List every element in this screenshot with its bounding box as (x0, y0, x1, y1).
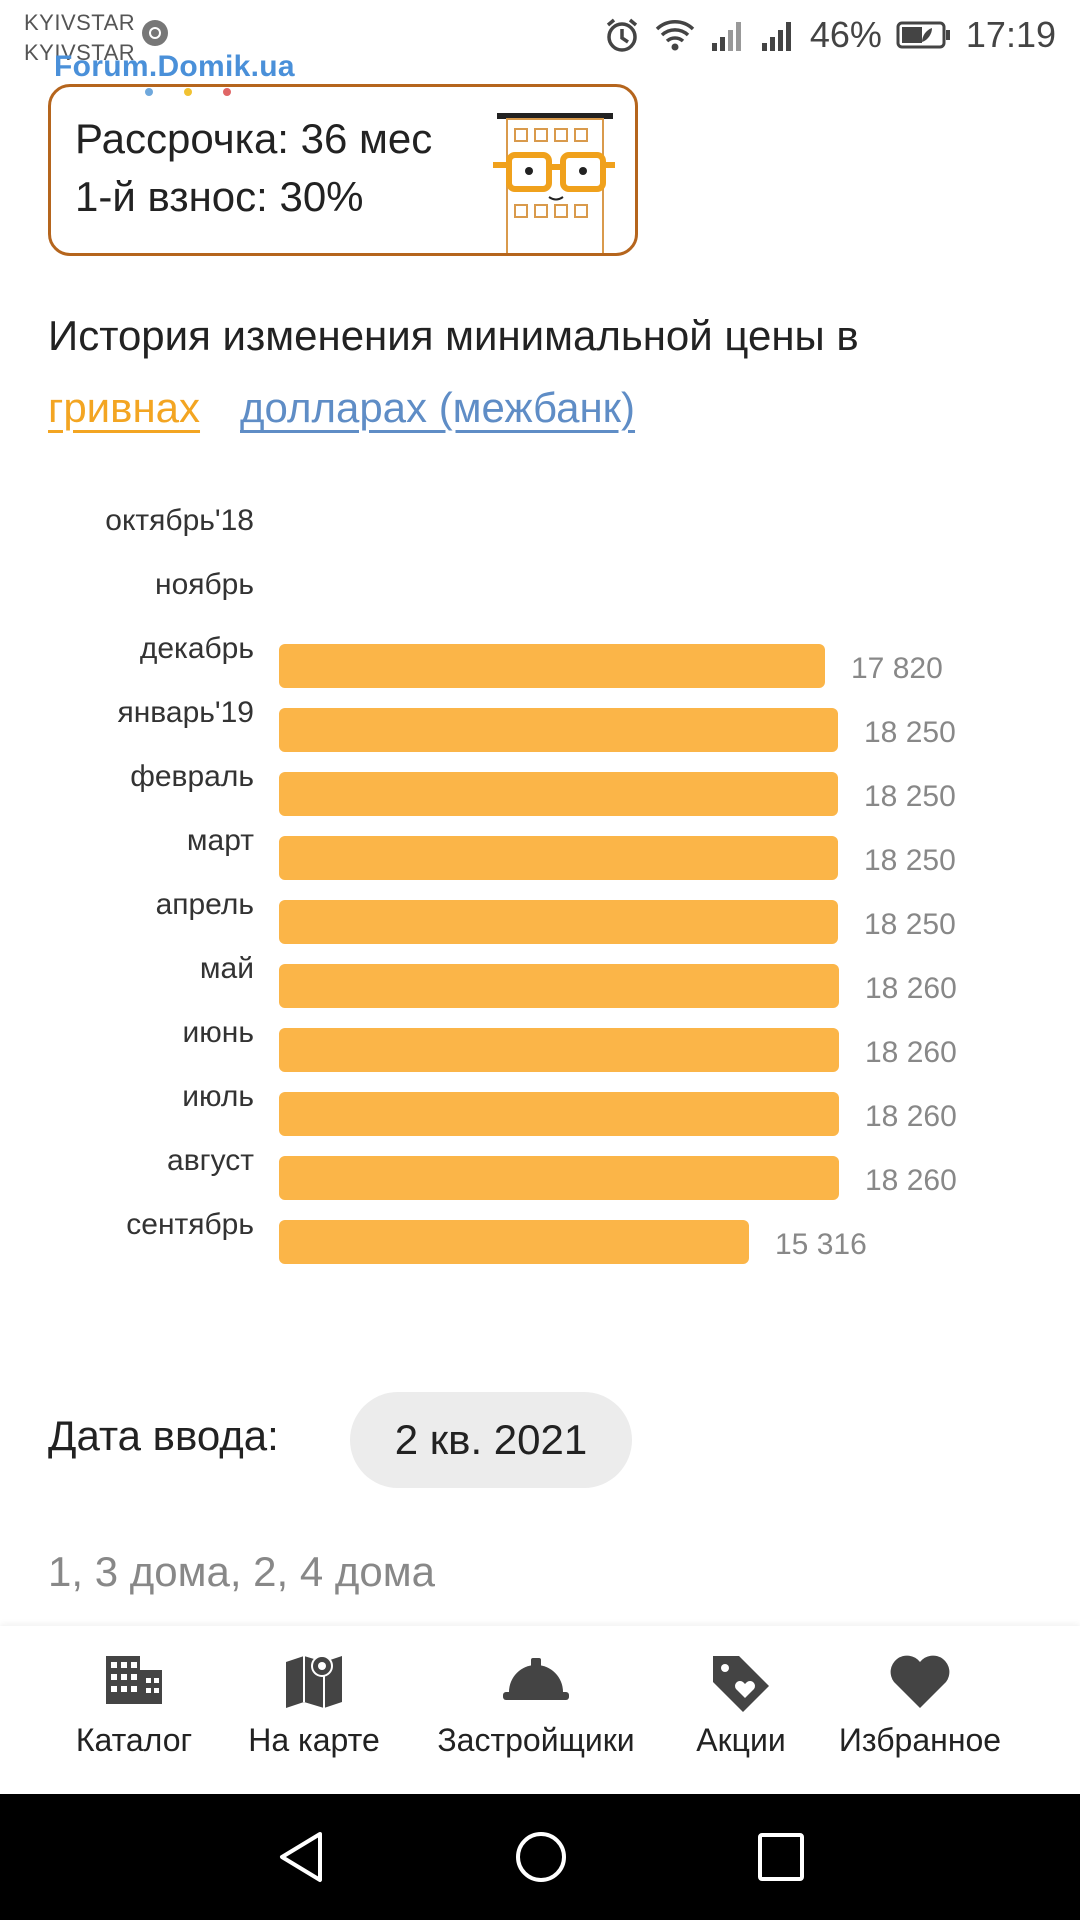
price-history-chart: октябрь'18 ноябрь декабрь 17 820 январь'19 18… (0, 496, 1080, 1276)
chart-value-label: 18 260 (865, 1100, 957, 1133)
chart-category-label: июнь (182, 1016, 254, 1049)
installment-term: Рассрочка: 36 мес (75, 115, 433, 162)
map-pin-icon (284, 1652, 344, 1717)
status-bar: KYIVSTAR KYIVSTAR 46% 17:19 (0, 0, 1080, 72)
bottom-navigation: Каталог На карте Застройщики Акции Избра… (0, 1626, 1080, 1794)
chart-value-label: 18 250 (864, 908, 956, 941)
houses-info: 1, 3 дома, 2, 4 дома (48, 1548, 435, 1595)
watermark-dot (145, 88, 153, 96)
chart-bar (279, 1092, 839, 1136)
building-with-glasses-icon (491, 107, 621, 253)
installment-promo-card[interactable]: Рассрочка: 36 мес 1-й взнос: 30% (48, 84, 638, 256)
completion-date-label: Дата ввода: (48, 1412, 279, 1459)
signal-icon (710, 17, 746, 53)
chart-row: декабрь 17 820 (0, 624, 1080, 688)
price-history-title: История изменения минимальной цены в (48, 312, 859, 359)
nav-promotions[interactable]: Акции (676, 1626, 806, 1794)
battery-percent: 46% (809, 14, 882, 55)
chart-bar (279, 1156, 839, 1200)
watermark-dots (145, 88, 231, 96)
tab-uah[interactable]: гривнах (48, 384, 201, 431)
nav-catalog[interactable]: Каталог (46, 1626, 222, 1794)
carrier-name-secondary: KYIVSTAR (24, 40, 136, 65)
chart-row: ноябрь (0, 560, 1080, 624)
chart-row: октябрь'18 (0, 496, 1080, 560)
watermark-dot (184, 88, 192, 96)
chart-value-label: 18 260 (865, 1164, 957, 1197)
nav-map[interactable]: На карте (232, 1626, 396, 1794)
nav-label: Каталог (75, 1722, 193, 1758)
chart-value-label: 18 250 (864, 844, 956, 877)
chart-category-label: май (199, 952, 254, 985)
chart-value-label: 17 820 (851, 652, 943, 685)
chart-value-label: 18 250 (864, 716, 956, 749)
chart-category-label: апрель (155, 888, 254, 921)
chart-category-label: ноябрь (155, 568, 254, 601)
back-icon[interactable] (276, 1830, 326, 1889)
building-icon (102, 1652, 166, 1713)
chart-bar (279, 836, 838, 880)
chart-bar (279, 708, 838, 752)
chart-category-label: июль (182, 1080, 254, 1113)
chart-row: август 18 260 (0, 1136, 1080, 1200)
chart-bar (279, 772, 838, 816)
battery-icon (896, 20, 952, 50)
chrome-icon (140, 18, 170, 53)
chart-value-label: 15 316 (775, 1228, 867, 1261)
chart-category-label: август (167, 1144, 254, 1177)
chart-category-label: март (186, 824, 254, 857)
completion-date-badge[interactable]: 2 кв. 2021 (350, 1392, 632, 1488)
chart-bar (279, 900, 838, 944)
signal-icon (760, 17, 796, 53)
chart-row: февраль 18 250 (0, 752, 1080, 816)
chart-category-label: декабрь (139, 632, 254, 665)
heart-icon (888, 1652, 952, 1715)
hard-hat-icon (501, 1652, 571, 1713)
recents-icon[interactable] (756, 1830, 806, 1889)
nav-developers[interactable]: Застройщики (420, 1626, 652, 1794)
chart-value-label: 18 250 (864, 780, 956, 813)
chart-row: сентябрь 15 316 (0, 1200, 1080, 1264)
watermark-dot (223, 88, 231, 96)
carrier-name: KYIVSTAR (24, 10, 136, 35)
nav-label: Застройщики (437, 1722, 635, 1758)
chart-category-label: сентябрь (126, 1208, 254, 1241)
watermark-logo: Forum.Domik.ua (54, 50, 295, 83)
wifi-icon (654, 17, 696, 53)
nav-label: На карте (248, 1722, 380, 1758)
chart-row: июль 18 260 (0, 1072, 1080, 1136)
chart-bar (279, 1028, 839, 1072)
chart-row: март 18 250 (0, 816, 1080, 880)
chart-bar (279, 964, 839, 1008)
chart-row: июнь 18 260 (0, 1008, 1080, 1072)
chart-value-label: 18 260 (865, 972, 957, 1005)
system-navigation-bar (0, 1794, 1080, 1920)
nav-favorites[interactable]: Избранное (830, 1626, 1010, 1794)
first-payment: 1-й взнос: 30% (75, 173, 364, 220)
chart-bar (279, 644, 825, 688)
chart-row: январь'19 18 250 (0, 688, 1080, 752)
tab-usd-interbank[interactable]: долларах (межбанк) (240, 384, 636, 431)
nav-label: Избранное (838, 1722, 1002, 1758)
home-icon[interactable] (514, 1830, 568, 1889)
chart-value-label: 18 260 (865, 1036, 957, 1069)
chart-bar (279, 1220, 749, 1264)
chart-category-label: октябрь'18 (105, 504, 254, 537)
nav-label: Акции (696, 1722, 786, 1758)
alarm-icon (604, 17, 640, 53)
chart-row: апрель 18 250 (0, 880, 1080, 944)
chart-row: май 18 260 (0, 944, 1080, 1008)
chart-category-label: февраль (130, 760, 254, 793)
clock: 17:19 (965, 14, 1056, 55)
tag-heart-icon (709, 1652, 773, 1721)
chart-category-label: январь'19 (117, 696, 254, 729)
